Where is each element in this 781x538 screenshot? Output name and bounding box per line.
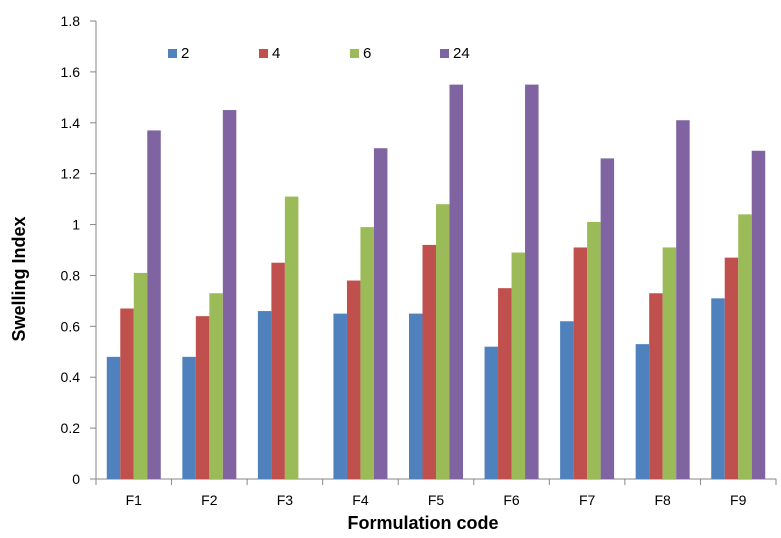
x-axis: F1 F2 F3 F4 F5 F6 F7 F8 F9 [95,478,777,508]
legend-label: 6 [363,45,371,62]
legend-label: 24 [453,45,470,62]
x-tick-label: F6 [503,492,520,508]
y-axis-title: Swelling Index [9,216,29,341]
y-tick-label: 1 [72,217,80,233]
legend-label: 4 [272,45,280,62]
y-tick-label: 0 [72,471,80,487]
bar [120,308,134,479]
legend-swatch [168,49,177,58]
bar [724,257,739,479]
bar [649,293,663,479]
bar [271,262,285,479]
bar [422,244,436,479]
y-tick-label: 1.4 [61,115,81,131]
bar [257,311,272,479]
bar [284,196,299,480]
bar [147,130,161,479]
y-tick-label: 0.2 [61,420,81,436]
y-axis: 0 0.2 0.4 0.6 0.8 1 1.2 1.4 1.6 1.8 [61,13,97,487]
legend-swatch [259,49,268,58]
bar [600,158,615,479]
bar [662,247,677,479]
y-tick-label: 0.4 [61,369,81,385]
y-tick-label: 1.2 [61,166,81,182]
bar [409,313,423,479]
bar [751,150,766,479]
x-tick-label: F5 [428,492,445,508]
bar [333,313,347,479]
bar [133,272,148,479]
bar [498,288,512,479]
x-tick-label: F8 [654,492,671,508]
y-tick-label: 0.8 [61,267,81,283]
bar [573,247,588,479]
legend-label: 2 [181,45,189,62]
bar [587,222,601,479]
x-tick-label: F7 [579,492,596,508]
legend-swatch [440,49,449,58]
bar [195,316,210,479]
bar [711,298,725,479]
y-tick-label: 1.8 [61,13,81,29]
x-tick-label: F1 [126,492,143,508]
bar [635,344,650,479]
bar [525,84,539,479]
bar [676,120,690,479]
bar [484,346,499,479]
bar [222,110,237,480]
x-tick-label: F3 [277,492,294,508]
bars [106,84,766,480]
bar [182,356,196,479]
y-tick-label: 1.6 [61,64,81,80]
x-axis-title: Formulation code [347,513,498,533]
bar [738,214,752,479]
bar [560,321,574,479]
x-tick-label: F9 [730,492,747,508]
bar [436,204,450,479]
bar [106,356,121,479]
bar [346,280,361,479]
bar [360,227,374,479]
x-tick-label: F4 [352,492,369,508]
bar [449,84,463,479]
y-tick-label: 0.6 [61,318,81,334]
bar [373,148,388,479]
bar [209,293,223,479]
x-tick-label: F2 [201,492,218,508]
legend: 2 4 6 24 [168,45,470,62]
bar [511,252,526,479]
legend-swatch [350,49,359,58]
